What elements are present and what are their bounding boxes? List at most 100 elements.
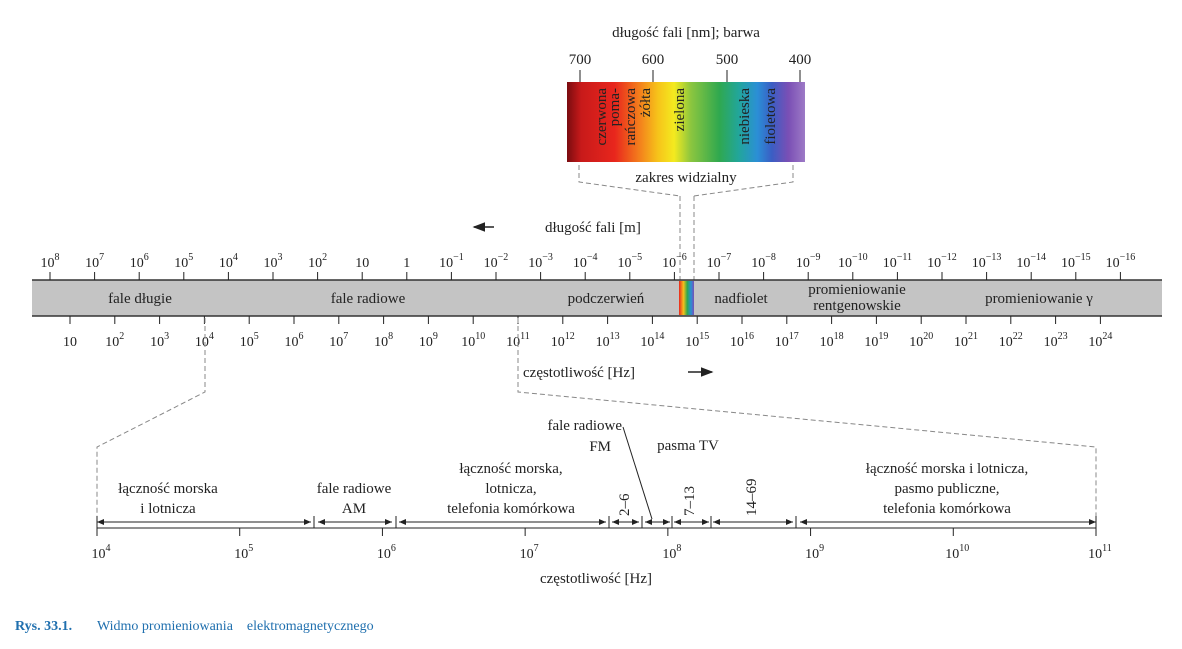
- visible-tick-label: 400: [789, 52, 812, 68]
- frequency-tick: 102: [105, 331, 124, 350]
- radio-range-labels: łączność morska i lotnicza fale radiowe AM ł…: [118, 461, 1028, 517]
- wavelength-tick: 102: [308, 252, 327, 271]
- radio-range-label: łączność morska: [118, 481, 218, 497]
- range-arrow: [612, 519, 639, 525]
- band-radio: fale radiowe: [331, 291, 406, 307]
- visible-color-label: niebieska: [737, 88, 753, 145]
- range-arrow: [318, 519, 392, 525]
- frequency-tick-labels: 10 102 103 104 105 106 107 108 109 1010 1011 1012 10…: [63, 331, 1112, 350]
- wavelength-tick: 10−10: [838, 252, 868, 271]
- visible-caption: zakres widzialny: [635, 170, 737, 186]
- frequency-label: częstotliwość [Hz]: [523, 365, 635, 381]
- wavelength-tick: 10: [355, 256, 369, 271]
- fm-pointer-line: [622, 426, 653, 520]
- visible-spectrum-strip: [567, 82, 805, 162]
- wavelength-tick-marks: [49, 272, 1121, 280]
- range-arrow: [645, 519, 670, 525]
- tv-band-label: 7–13: [682, 486, 698, 516]
- radio-axis-tick: 108: [662, 543, 681, 562]
- visible-tick-label: 700: [569, 52, 592, 68]
- frequency-tick: 1024: [1088, 331, 1112, 350]
- wavelength-tick: 10−15: [1061, 252, 1091, 271]
- radio-range-label: telefonia komórkowa: [883, 501, 1011, 517]
- visible-tick-label: 600: [642, 52, 665, 68]
- wavelength-tick: 10−8: [751, 252, 776, 271]
- visible-color-label: żółta: [638, 88, 654, 117]
- frequency-tick: 1022: [999, 331, 1023, 350]
- tv-label: pasma TV: [657, 438, 719, 454]
- wavelength-tick: 104: [219, 252, 238, 271]
- wavelength-tick: 103: [264, 252, 283, 271]
- range-arrow: [800, 519, 1096, 525]
- frequency-tick: 1020: [909, 331, 933, 350]
- wavelength-tick-labels: 108 107 106 105 104 103 102 10 1 10−1 10−2 10−3 10−4…: [41, 252, 1136, 271]
- band-ultraviolet: nadfiolet: [714, 291, 768, 307]
- figure-caption: Widmo promieniowania elektromagnetyczneg…: [97, 619, 374, 634]
- wavelength-tick: 10−7: [707, 252, 732, 271]
- frequency-tick: 1010: [461, 331, 485, 350]
- frequency-tick: 108: [374, 331, 393, 350]
- frequency-tick: 1017: [775, 331, 799, 350]
- frequency-tick: 1019: [864, 331, 888, 350]
- frequency-tick: 1015: [685, 331, 709, 350]
- frequency-tick: 1023: [1044, 331, 1068, 350]
- zoom-line-right: [517, 318, 1097, 520]
- radio-range-arrows: [96, 516, 1097, 528]
- band-gamma: promieniowanie γ: [985, 291, 1093, 307]
- band-xray-line1: promieniowanie: [808, 282, 906, 298]
- range-arrow: [674, 519, 709, 525]
- radio-range-label: lotnicza,: [485, 481, 536, 497]
- fm-label-line2: FM: [589, 439, 611, 455]
- wavelength-tick: 107: [85, 252, 104, 271]
- wavelength-tick: 105: [174, 252, 193, 271]
- frequency-tick: 1014: [640, 331, 664, 350]
- wavelength-tick: 106: [130, 252, 149, 271]
- frequency-tick: 105: [240, 331, 259, 350]
- frequency-tick: 1012: [551, 331, 575, 350]
- wavelength-tick: 10−12: [927, 252, 957, 271]
- tv-band-labels: 2–6 7–13 14–69: [617, 479, 760, 517]
- radio-axis-tick: 107: [520, 543, 539, 562]
- wavelength-tick: 10−5: [617, 252, 642, 271]
- wavelength-tick: 10−4: [573, 252, 598, 271]
- frequency-tick: 1018: [820, 331, 844, 350]
- wavelength-tick: 10−14: [1016, 252, 1046, 271]
- frequency-tick: 1021: [954, 331, 978, 350]
- radio-range-label: łączność morska i lotnicza,: [866, 461, 1028, 477]
- frequency-tick: 104: [195, 331, 214, 350]
- radio-axis-tick: 104: [92, 543, 111, 562]
- figure-number: Rys. 33.1.: [15, 619, 72, 634]
- spectrum-bar: [32, 280, 1162, 316]
- range-arrow: [399, 519, 606, 525]
- frequency-tick: 109: [419, 331, 438, 350]
- radio-axis-tick: 106: [377, 543, 396, 562]
- radio-range-label: łączność morska,: [459, 461, 562, 477]
- band-infrared: podczerwień: [568, 291, 645, 307]
- visible-wavelength-ticks: 700 600 500 400: [569, 52, 812, 82]
- radio-range-label: fale radiowe: [317, 481, 392, 497]
- range-arrow: [713, 519, 793, 525]
- wavelength-tick: 10−16: [1106, 252, 1136, 271]
- visible-panel-title: długość fali [nm]; barwa: [612, 25, 760, 41]
- radio-range-label: telefonia komórkowa: [447, 501, 575, 517]
- visible-color-label: zielona: [672, 88, 688, 132]
- wavelength-label: długość fali [m]: [545, 220, 641, 236]
- wavelength-tick: 10−6: [662, 252, 687, 271]
- frequency-tick: 103: [150, 331, 169, 350]
- wavelength-tick: 10−2: [484, 252, 509, 271]
- radio-range-label: pasmo publiczne,: [895, 481, 1000, 497]
- band-xray-line2: rentgenowskie: [813, 298, 901, 314]
- radio-axis-label: częstotliwość [Hz]: [540, 571, 652, 587]
- wavelength-tick: 108: [41, 252, 60, 271]
- tv-band-label: 2–6: [617, 493, 633, 516]
- visible-color-label: czerwona: [594, 88, 610, 146]
- radio-axis-tick: 105: [234, 543, 253, 562]
- wavelength-tick: 10−9: [796, 252, 821, 271]
- visible-tick-label: 500: [716, 52, 739, 68]
- frequency-tick: 1016: [730, 331, 754, 350]
- radio-range-label: AM: [342, 501, 366, 517]
- fm-label-line1: fale radiowe: [547, 418, 622, 434]
- range-arrow: [97, 519, 311, 525]
